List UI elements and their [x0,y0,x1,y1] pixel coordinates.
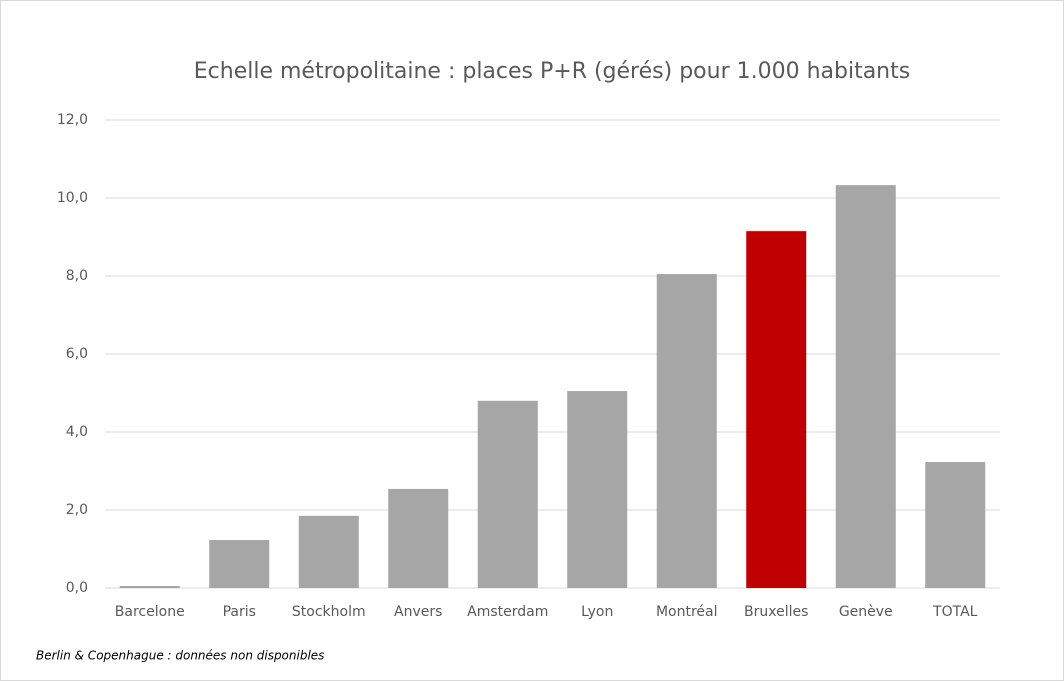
x-tick-label: Barcelone [115,604,185,620]
y-tick-label: 0,0 [66,580,88,596]
bar [209,540,270,588]
bar [298,515,359,588]
y-tick-label: 8,0 [66,268,88,284]
x-tick-label: Bruxelles [744,604,808,620]
y-tick-label: 10,0 [57,190,88,206]
y-tick-label: 4,0 [66,424,88,440]
x-tick-label: Paris [223,604,256,620]
bar [388,488,449,588]
x-tick-label: Lyon [581,604,613,620]
bar [925,462,986,588]
bar [746,231,807,588]
chart-title: Echelle métropolitaine : places P+R (gér… [194,59,910,84]
x-tick-label: Anvers [394,604,442,620]
x-tick-label: Genève [839,604,893,620]
x-tick-label: Stockholm [292,604,366,620]
x-tick-label: TOTAL [932,604,978,620]
bar [119,586,180,588]
bar [567,391,628,588]
y-tick-label: 2,0 [66,502,88,518]
bar [477,400,538,588]
y-tick-label: 6,0 [66,346,88,362]
x-tick-label: Montréal [656,604,718,620]
bar [835,185,896,588]
y-tick-label: 12,0 [57,112,88,128]
bar [656,274,717,588]
x-tick-label: Amsterdam [467,604,548,620]
annotation: Berlin & Copenhague : données non dispon… [36,649,324,663]
